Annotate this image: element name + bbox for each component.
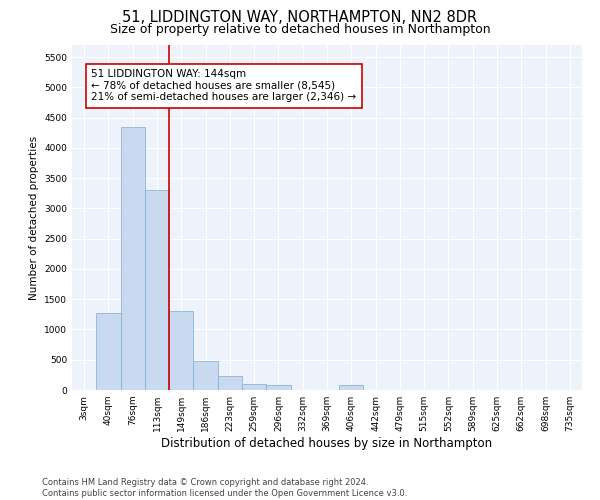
Bar [145,190,169,390]
Text: Size of property relative to detached houses in Northampton: Size of property relative to detached ho… [110,22,490,36]
Bar [339,386,364,390]
Text: 51 LIDDINGTON WAY: 144sqm
← 78% of detached houses are smaller (8,545)
21% of se: 51 LIDDINGTON WAY: 144sqm ← 78% of detac… [91,69,356,102]
Text: Contains HM Land Registry data © Crown copyright and database right 2024.
Contai: Contains HM Land Registry data © Crown c… [42,478,407,498]
Bar [218,376,242,390]
Bar [121,126,145,390]
Bar [193,361,218,390]
Text: 51, LIDDINGTON WAY, NORTHAMPTON, NN2 8DR: 51, LIDDINGTON WAY, NORTHAMPTON, NN2 8DR [122,10,478,25]
Bar [266,386,290,390]
Y-axis label: Number of detached properties: Number of detached properties [29,136,38,300]
Bar [242,384,266,390]
Bar [96,313,121,390]
X-axis label: Distribution of detached houses by size in Northampton: Distribution of detached houses by size … [161,437,493,450]
Bar [169,312,193,390]
